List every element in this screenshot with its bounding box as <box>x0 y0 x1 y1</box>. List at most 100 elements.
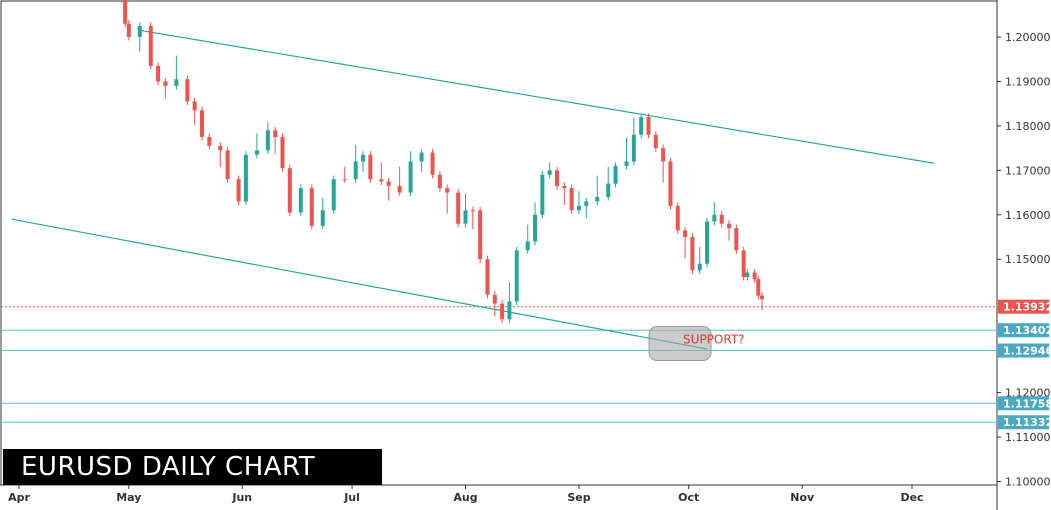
candle-body <box>533 214 538 242</box>
candle-body <box>653 134 658 149</box>
candle-body <box>280 137 285 169</box>
level-price-badge <box>998 396 1049 411</box>
candle-body <box>734 228 739 251</box>
candle-body <box>236 179 241 202</box>
candle-body <box>478 210 483 260</box>
y-tick-label: 1.11000 <box>1005 431 1051 444</box>
candle-body <box>437 174 442 189</box>
current-price-label: 1.13932 <box>1003 301 1051 314</box>
candle-body <box>331 179 336 211</box>
candle-body <box>690 237 695 271</box>
candle-body <box>584 201 589 206</box>
y-tick-label: 1.16000 <box>1005 209 1051 222</box>
candle-body <box>456 192 461 224</box>
candle-body <box>606 183 611 197</box>
y-tick-label: 1.10000 <box>1005 475 1051 488</box>
support-zone-box <box>648 325 712 361</box>
candle-body <box>243 154 248 202</box>
candle-body <box>361 154 366 162</box>
candle-body <box>137 25 142 37</box>
candle-body <box>507 301 512 320</box>
candle-body <box>705 221 710 264</box>
level-price-label: 1.11332 <box>1003 416 1051 429</box>
candle-body <box>646 117 651 135</box>
candle-body <box>218 145 223 151</box>
candle-body <box>386 181 391 186</box>
candle-body <box>719 214 724 224</box>
candle-body <box>185 79 190 102</box>
candle-body <box>576 205 581 211</box>
candle-body <box>156 65 161 82</box>
y-tick-label: 1.12000 <box>1005 387 1051 400</box>
candle-body <box>368 154 373 180</box>
y-tick-label: 1.19000 <box>1005 75 1051 88</box>
y-tick-label: 1.20000 <box>1005 31 1051 44</box>
y-tick-label: 1.17000 <box>1005 164 1051 177</box>
candle-body <box>123 0 128 24</box>
candle-body <box>514 250 519 302</box>
candle-body <box>741 250 746 277</box>
current-price-badge <box>998 299 1049 314</box>
candle-body <box>265 130 270 151</box>
candle-body <box>525 241 530 251</box>
candle-body <box>309 188 314 226</box>
candle-body <box>320 210 325 226</box>
candle-body <box>408 161 413 193</box>
level-price-label: 1.13402 <box>1003 324 1051 337</box>
candle-body <box>273 130 278 137</box>
x-tick-label: Jul <box>343 491 360 504</box>
x-tick-label: May <box>116 491 141 504</box>
candle-body <box>569 188 574 211</box>
candle-body <box>492 294 497 304</box>
x-tick-label: Nov <box>790 491 815 504</box>
candle-body <box>199 110 204 137</box>
support-annotation-label: SUPPORT? <box>683 332 744 346</box>
candle-body <box>697 263 702 271</box>
candle-body <box>547 170 552 175</box>
candle-body <box>287 168 292 213</box>
y-tick-label: 1.18000 <box>1005 120 1051 133</box>
candle-body <box>419 152 424 162</box>
chart-title: EURUSD DAILY CHART <box>3 449 382 485</box>
candle-body <box>613 165 618 184</box>
candle-body <box>342 179 347 181</box>
candle-body <box>148 25 153 66</box>
candle-body <box>126 23 131 37</box>
level-price-badge <box>998 415 1049 430</box>
x-tick-label: Oct <box>678 491 699 504</box>
candle-body <box>225 150 230 180</box>
candle-body <box>727 223 732 229</box>
candle-body <box>759 295 764 300</box>
candle-body <box>661 148 666 162</box>
candle-body <box>631 134 636 162</box>
candle-body <box>624 161 629 166</box>
x-tick-label: Aug <box>453 491 477 504</box>
candle-body <box>445 188 450 193</box>
level-price-label: 1.12946 <box>1003 345 1051 358</box>
candle-body <box>683 230 688 237</box>
candle-body <box>756 279 761 296</box>
candle-body <box>207 137 212 146</box>
candle-body <box>752 272 757 280</box>
candle-body <box>254 150 259 155</box>
candle-body <box>298 188 303 213</box>
x-tick-label: Sep <box>567 491 590 504</box>
candle-body <box>430 152 435 175</box>
candle-body <box>554 170 559 186</box>
candle-body <box>463 210 468 224</box>
level-price-label: 1.11758 <box>1003 397 1051 410</box>
candle-body <box>470 210 475 212</box>
candle-body <box>397 185 402 193</box>
candle-body <box>485 259 490 295</box>
candle-body <box>500 303 505 320</box>
candle-body <box>174 79 179 86</box>
candle-body <box>163 81 168 86</box>
candle-body <box>540 174 545 215</box>
candle-body <box>595 197 600 202</box>
channel-line-upper <box>139 29 935 164</box>
candle-body <box>353 161 358 180</box>
plot-frame <box>0 0 998 486</box>
x-tick-label: Dec <box>900 491 923 504</box>
